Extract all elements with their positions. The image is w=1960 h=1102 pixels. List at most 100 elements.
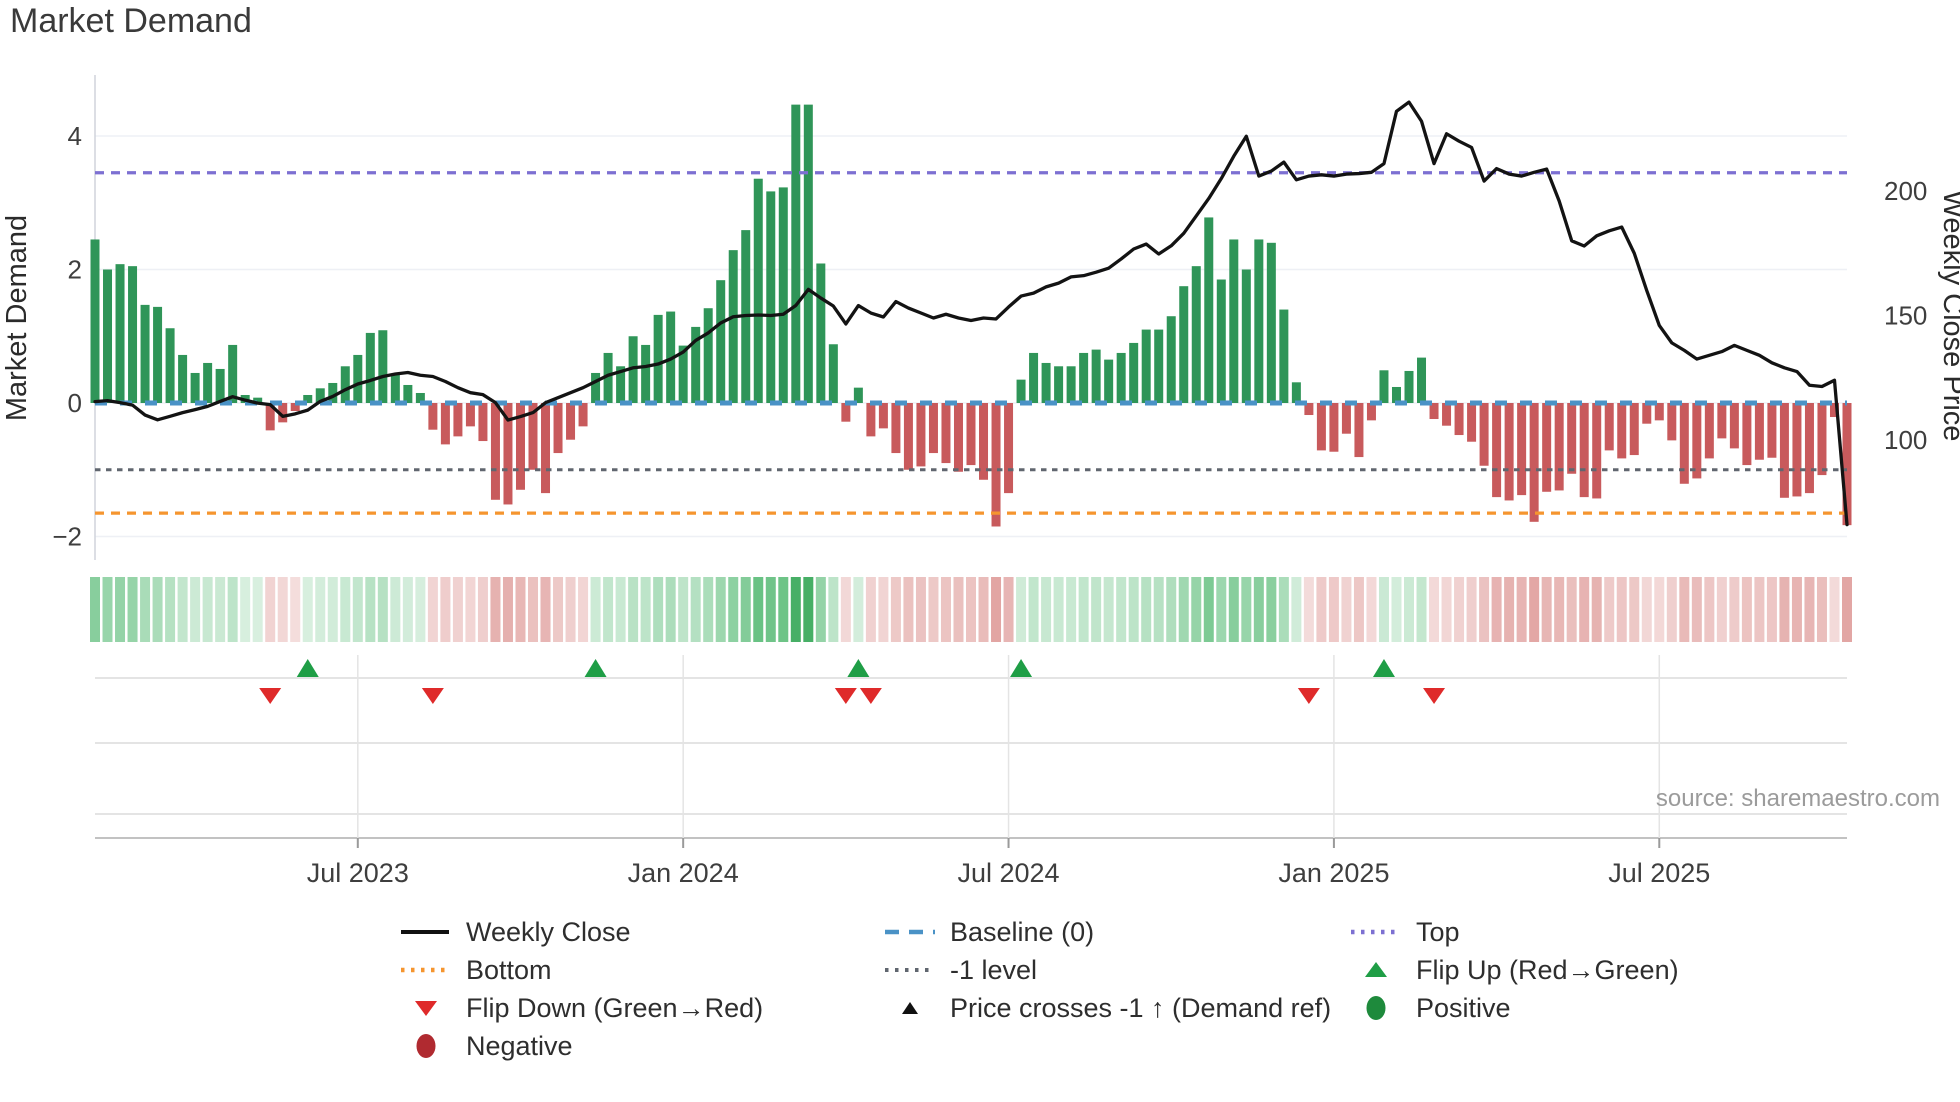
demand-bar (153, 306, 163, 403)
demand-bar (1642, 403, 1652, 424)
heatmap-cell (427, 577, 438, 642)
heatmap-cell (452, 577, 463, 642)
demand-bar (1554, 403, 1564, 491)
heatmap-cell (1779, 577, 1790, 642)
heatmap-cell (1441, 577, 1452, 642)
flip-up-markers (296, 659, 1395, 677)
heatmap-cell (1629, 577, 1640, 642)
heatmap-cell (940, 577, 951, 642)
demand-bar (1529, 403, 1539, 522)
demand-bar (979, 403, 989, 480)
heatmap-cell (1016, 577, 1027, 642)
heatmap-cell (803, 577, 814, 642)
heatmap-cell (352, 577, 363, 642)
flip-down-markers (259, 688, 1446, 704)
legend-label: Top (1416, 916, 1460, 947)
demand-bar (678, 345, 688, 403)
demand-bar (816, 263, 826, 403)
demand-bar (1617, 403, 1627, 459)
heatmap-cell (1754, 577, 1765, 642)
legend-label: Weekly Close (466, 916, 631, 947)
demand-bar (103, 269, 113, 403)
demand-bar (1216, 279, 1226, 403)
heatmap-cell (1378, 577, 1389, 642)
demand-bar (1266, 242, 1276, 403)
demand-bar (1479, 403, 1489, 466)
demand-bar (866, 403, 876, 437)
heatmap-cell (102, 577, 113, 642)
demand-bar (1191, 266, 1201, 403)
heatmap-cell (1391, 577, 1402, 642)
heatmap-cell (202, 577, 213, 642)
demand-bar (703, 308, 713, 403)
heatmap-cell (240, 577, 251, 642)
heatmap-cell (440, 577, 451, 642)
heatmap-cell (878, 577, 889, 642)
demand-bar (878, 403, 888, 429)
demand-bar (1391, 386, 1401, 403)
heatmap-cell (252, 577, 263, 642)
heatmap-cell (515, 577, 526, 642)
legend-label: Flip Up (Red→Green) (1416, 954, 1679, 985)
demand-bar (553, 403, 563, 454)
heatmap-cell (177, 577, 188, 642)
heatmap-cell (1191, 577, 1202, 642)
heatmap-cell (540, 577, 551, 642)
y2-axis-title: Weekly Close Price (1937, 191, 1960, 442)
demand-bar (190, 372, 200, 403)
heatmap-cell (1666, 577, 1677, 642)
heatmap-cell (603, 577, 614, 642)
demand-bar (428, 403, 438, 430)
source-credit: source: sharemaestro.com (1655, 785, 1940, 812)
demand-bar (490, 403, 500, 500)
demand-bar (1279, 309, 1289, 403)
heatmap-cell (1228, 577, 1239, 642)
demand-bar (903, 403, 913, 470)
demand-bar (778, 187, 788, 403)
demand-bar (1579, 403, 1589, 498)
heatmap-cell (840, 577, 851, 642)
demand-bar (566, 403, 576, 440)
demand-bar (1667, 403, 1677, 441)
heatmap-cell (1366, 577, 1377, 642)
flip-down-marker (834, 688, 857, 704)
legend-label: -1 level (950, 954, 1038, 985)
heatmap-cell (678, 577, 689, 642)
heatmap-cell (1504, 577, 1515, 642)
demand-bar (1492, 403, 1502, 498)
heatmap-cell (1404, 577, 1414, 642)
legend-label: Negative (466, 1030, 573, 1061)
x-tick-label: Jan 2024 (628, 858, 739, 888)
heatmap-cell (1654, 577, 1665, 642)
heatmap-cell (1178, 577, 1189, 642)
demand-bar (1129, 342, 1139, 403)
x-tick-label: Jul 2023 (307, 858, 409, 888)
demand-bar (1291, 382, 1301, 403)
heatmap-cell (1203, 577, 1214, 642)
demand-bar (728, 250, 738, 403)
demand-bar (503, 403, 513, 505)
heatmap-cell (1278, 577, 1289, 642)
legend-item-flip-up: Flip Up (Red→Green) (1348, 953, 1679, 987)
x-axis-labels: Jul 2023 Jan 2024 Jul 2024 Jan 2025 Jul 2025 (307, 858, 1711, 888)
demand-bar (90, 239, 100, 403)
heatmap-cell (1791, 577, 1802, 642)
heatmap-cell (640, 577, 651, 642)
demand-bar (128, 266, 138, 403)
demand-bar (1254, 239, 1264, 403)
heatmap-cell (966, 577, 976, 642)
heatmap-cell (1804, 577, 1815, 642)
heatmap-cell (1028, 577, 1039, 642)
heatmap-cell (790, 577, 801, 642)
demand-bar (1054, 366, 1064, 403)
demand-bar (203, 362, 213, 403)
heatmap-cell (740, 577, 751, 642)
heatmap-cell (1141, 577, 1152, 642)
demand-bar (253, 397, 263, 403)
heatmap-cell (1103, 577, 1114, 642)
heatmap-cell (1303, 577, 1314, 642)
legend-item-top: Top (1348, 915, 1460, 949)
demand-bar (1079, 352, 1089, 403)
heatmap-cell (1842, 577, 1852, 642)
demand-bar (390, 374, 400, 403)
